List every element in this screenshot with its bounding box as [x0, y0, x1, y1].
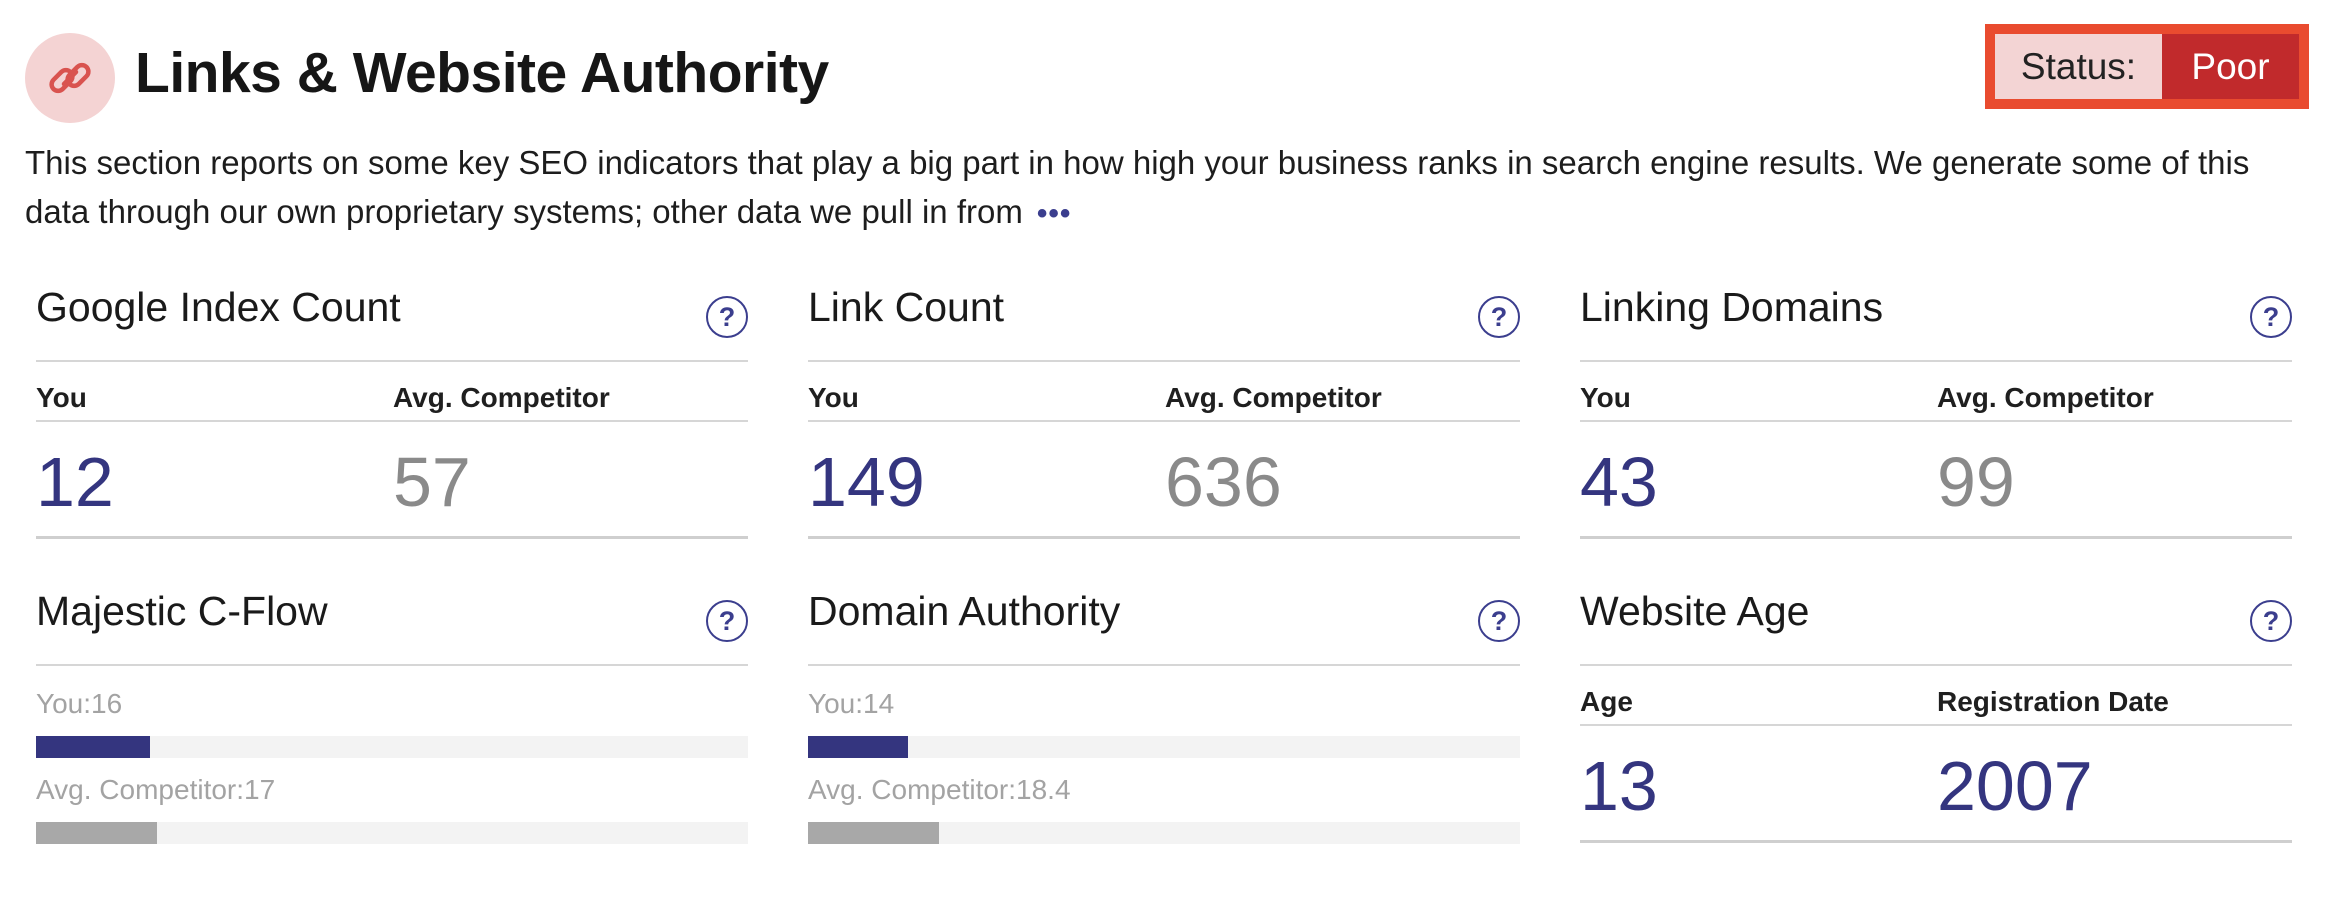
card-linking-domains: Linking Domains ? You Avg. Competitor 43…: [1580, 278, 2292, 539]
column-headers: You Avg. Competitor: [36, 362, 748, 422]
status-badge: Status: Poor: [1985, 24, 2309, 109]
you-bar-label: You:14: [808, 688, 895, 719]
column-headers: You Avg. Competitor: [808, 362, 1520, 422]
you-bar-track: [808, 736, 1520, 758]
status-value: Poor: [2162, 34, 2299, 99]
bar-comparison: You:14 Avg. Competitor:18.4: [808, 666, 1520, 846]
link-chain-icon: [49, 62, 91, 94]
help-icon[interactable]: ?: [1478, 296, 1520, 338]
age-value: 13: [1580, 747, 1658, 825]
card-domain-authority: Domain Authority ? You:14 Avg. Competito…: [808, 582, 1520, 846]
competitor-bar-fill: [36, 822, 158, 844]
card-majestic-c-flow: Majestic C-Flow ? You:16 Avg. Competitor…: [36, 582, 748, 846]
competitor-bar-track: [808, 822, 1520, 844]
card-title: Link Count: [808, 284, 1005, 330]
help-icon[interactable]: ?: [706, 600, 748, 642]
card-header: Website Age ?: [1580, 582, 2292, 666]
col-label-you: You: [36, 382, 87, 413]
you-bar-label: You:16: [36, 688, 123, 719]
help-icon[interactable]: ?: [2250, 296, 2292, 338]
competitor-value: 99: [1937, 443, 2015, 521]
value-row: 43 99: [1580, 422, 2292, 539]
col-label-you: You: [808, 382, 859, 413]
competitor-bar-label: Avg. Competitor:17: [36, 774, 276, 805]
links-logo-badge: [25, 33, 115, 123]
card-title: Majestic C-Flow: [36, 588, 328, 634]
col-label-competitor: Avg. Competitor: [1165, 382, 1382, 413]
card-website-age: Website Age ? Age Registration Date 13 2…: [1580, 582, 2292, 843]
value-row: 12 57: [36, 422, 748, 539]
section-description: This section reports on some key SEO ind…: [25, 138, 2315, 238]
card-header: Domain Authority ?: [808, 582, 1520, 666]
card-header: Linking Domains ?: [1580, 278, 2292, 362]
you-value: 43: [1580, 443, 1658, 521]
card-header: Majestic C-Flow ?: [36, 582, 748, 666]
card-title: Website Age: [1580, 588, 1810, 634]
you-value: 149: [808, 443, 925, 521]
bar-comparison: You:16 Avg. Competitor:17: [36, 666, 748, 846]
col-label-age: Age: [1580, 686, 1633, 717]
more-dots-icon[interactable]: •••: [1036, 197, 1072, 230]
you-bar-fill: [808, 736, 908, 758]
card-title: Domain Authority: [808, 588, 1121, 634]
card-google-index-count: Google Index Count ? You Avg. Competitor…: [36, 278, 748, 539]
value-row: 13 2007: [1580, 726, 2292, 843]
you-bar-track: [36, 736, 748, 758]
card-title: Google Index Count: [36, 284, 401, 330]
competitor-bar-label: Avg. Competitor:18.4: [808, 774, 1071, 805]
column-headers: Age Registration Date: [1580, 666, 2292, 726]
competitor-bar-fill: [808, 822, 939, 844]
card-link-count: Link Count ? You Avg. Competitor 149 636: [808, 278, 1520, 539]
you-bar-fill: [36, 736, 150, 758]
competitor-bar-track: [36, 822, 748, 844]
status-label: Status:: [1995, 34, 2162, 99]
value-row: 149 636: [808, 422, 1520, 539]
col-label-competitor: Avg. Competitor: [1937, 382, 2154, 413]
card-title: Linking Domains: [1580, 284, 1884, 330]
description-text: This section reports on some key SEO ind…: [25, 144, 2250, 230]
card-header: Link Count ?: [808, 278, 1520, 362]
help-icon[interactable]: ?: [706, 296, 748, 338]
competitor-value: 636: [1165, 443, 1282, 521]
you-value: 12: [36, 443, 114, 521]
registration-date-value: 2007: [1937, 747, 2093, 825]
col-label-competitor: Avg. Competitor: [393, 382, 610, 413]
col-label-you: You: [1580, 382, 1631, 413]
card-header: Google Index Count ?: [36, 278, 748, 362]
competitor-value: 57: [393, 443, 471, 521]
col-label-registration-date: Registration Date: [1937, 686, 2169, 717]
help-icon[interactable]: ?: [2250, 600, 2292, 642]
page-title: Links & Website Authority: [135, 41, 829, 105]
column-headers: You Avg. Competitor: [1580, 362, 2292, 422]
help-icon[interactable]: ?: [1478, 600, 1520, 642]
